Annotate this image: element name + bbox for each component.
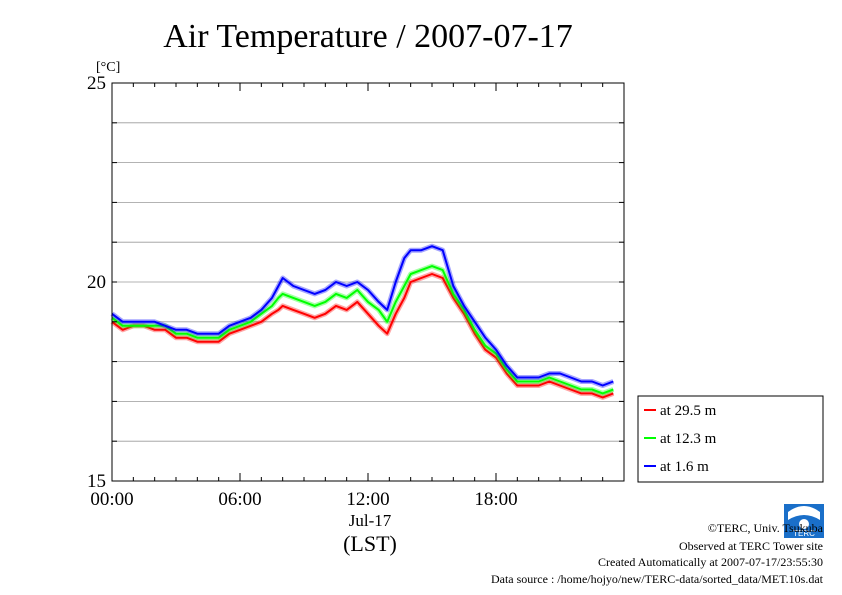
y-tick-label: 20: [87, 272, 106, 293]
credit-data-source: Data source : /home/hojyo/new/TERC-data/…: [491, 572, 824, 586]
axis-ticks: 15 20 25 00:00 06:00 12:00 18:00: [87, 73, 625, 510]
legend: at 29.5 m at 12.3 m at 1.6 m: [637, 395, 824, 483]
legend-box: [637, 395, 824, 483]
terc-logo: TERC: [784, 504, 824, 538]
y-axis-unit-label: [°C]: [96, 60, 120, 75]
x-axis-label: (LST): [343, 531, 397, 556]
x-tick-label: 06:00: [218, 489, 261, 510]
chart-title: Air Temperature / 2007-07-17: [163, 18, 573, 55]
logo-wave-icon: [788, 506, 820, 520]
series-line-0: [111, 273, 614, 399]
credit-created: Created Automatically at 2007-07-17/23:5…: [598, 555, 823, 569]
gridlines: [112, 122, 624, 442]
logo-text: TERC: [793, 529, 815, 538]
series-lines: [110, 243, 615, 400]
y-tick-label: 25: [87, 73, 106, 94]
x-tick-label: 18:00: [474, 489, 517, 510]
legend-label: at 1.6 m: [660, 459, 709, 475]
x-axis-date-label: Jul-17: [349, 511, 392, 530]
legend-label: at 29.5 m: [660, 403, 717, 419]
x-tick-label: 00:00: [90, 489, 133, 510]
legend-label: at 12.3 m: [660, 431, 717, 447]
logo-drop-icon: [799, 519, 809, 529]
credit-copyright: ©TERC, Univ. Tsukuba: [708, 521, 824, 535]
series-line-1: [111, 265, 614, 395]
series-halo-2: [110, 243, 615, 388]
x-tick-label: 12:00: [346, 489, 389, 510]
series-line-2: [111, 245, 614, 387]
credit-observed: Observed at TERC Tower site: [679, 539, 823, 553]
y-tick-label: 15: [87, 471, 106, 492]
